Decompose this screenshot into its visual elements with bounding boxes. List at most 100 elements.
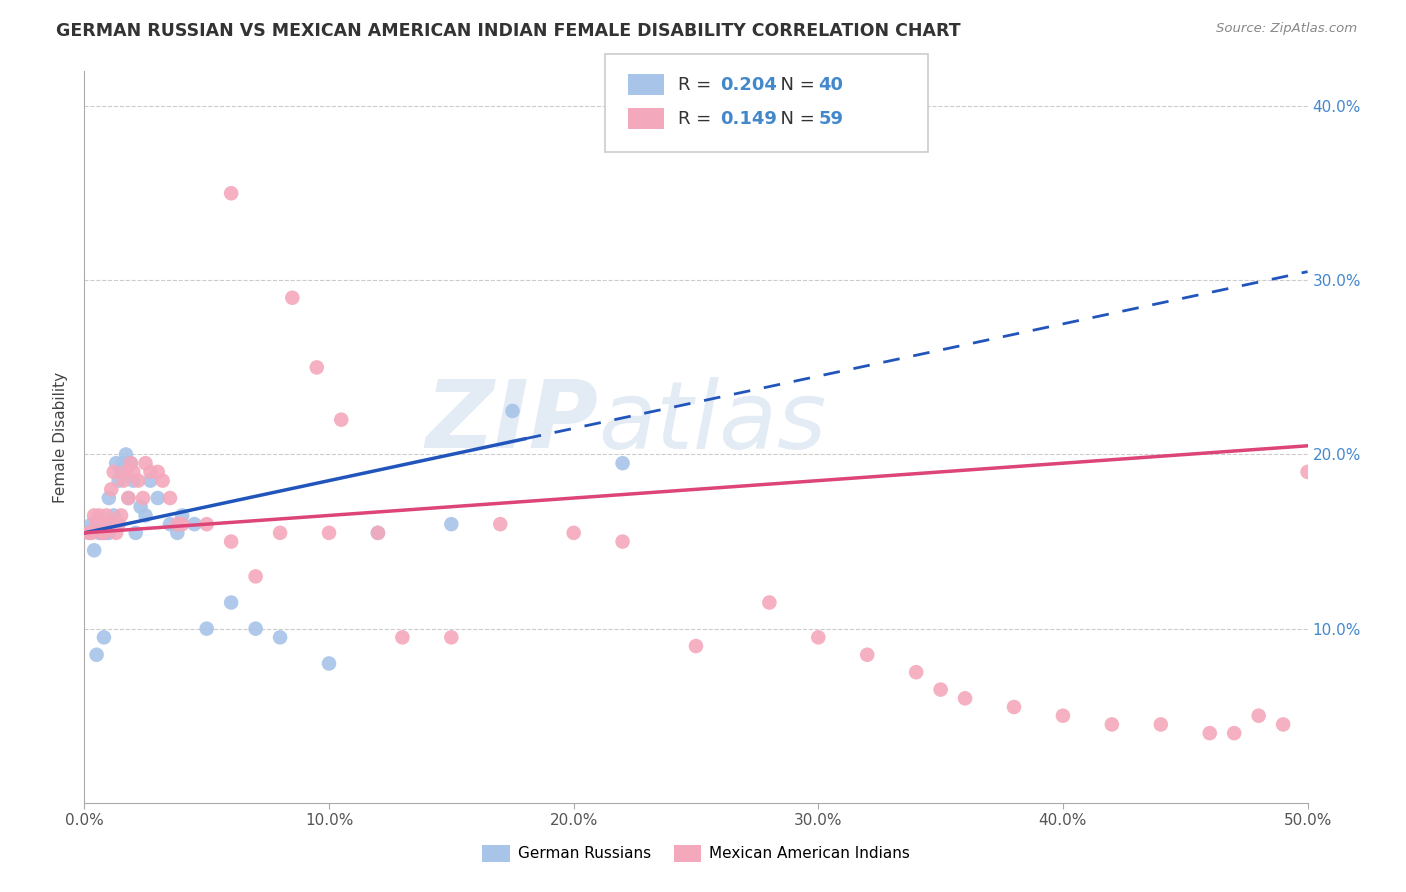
Point: [1247, 708, 1270, 723]
Point: [1272, 717, 1295, 731]
Text: Source: ZipAtlas.com: Source: ZipAtlas.com: [1216, 22, 1357, 36]
Point: [112, 474, 135, 488]
Point: [166, 517, 188, 532]
Point: [1150, 717, 1173, 731]
Point: [953, 691, 976, 706]
Point: [83, 543, 105, 558]
Point: [269, 631, 291, 645]
Point: [166, 525, 188, 540]
Point: [107, 517, 129, 532]
Point: [80, 517, 103, 532]
Point: [1101, 717, 1123, 731]
Point: [103, 508, 125, 523]
Text: ZIP: ZIP: [425, 376, 598, 468]
Point: [90, 525, 112, 540]
Point: [107, 474, 129, 488]
Point: [219, 534, 242, 549]
Point: [97, 525, 120, 540]
Text: R =: R =: [678, 110, 717, 128]
Point: [139, 465, 162, 479]
Point: [96, 508, 118, 523]
Point: [110, 465, 132, 479]
Point: [103, 465, 125, 479]
Point: [1002, 700, 1025, 714]
Point: [152, 474, 174, 488]
Point: [77, 525, 100, 540]
Point: [685, 639, 707, 653]
Point: [856, 648, 879, 662]
Point: [93, 517, 115, 532]
Point: [929, 682, 952, 697]
Point: [183, 517, 205, 532]
Legend: German Russians, Mexican American Indians: German Russians, Mexican American Indian…: [477, 838, 915, 868]
Point: [100, 483, 122, 497]
Point: [440, 517, 463, 532]
Point: [110, 508, 132, 523]
Point: [612, 456, 634, 470]
Point: [391, 631, 413, 645]
Point: [281, 291, 304, 305]
Point: [135, 456, 157, 470]
Point: [146, 491, 169, 505]
Point: [122, 474, 145, 488]
Text: N =: N =: [769, 110, 821, 128]
Point: [612, 534, 634, 549]
Point: [87, 508, 110, 523]
Point: [807, 631, 830, 645]
Point: [86, 517, 108, 532]
Point: [97, 491, 120, 505]
Point: [117, 491, 139, 505]
Text: atlas: atlas: [598, 377, 827, 468]
Point: [93, 631, 115, 645]
Point: [96, 525, 118, 540]
Point: [117, 491, 139, 505]
Text: 0.204: 0.204: [720, 76, 776, 94]
Point: [135, 508, 157, 523]
Point: [172, 517, 194, 532]
Point: [93, 525, 115, 540]
Text: R =: R =: [678, 76, 717, 94]
Point: [77, 525, 100, 540]
Point: [269, 525, 291, 540]
Point: [146, 465, 169, 479]
Point: [367, 525, 389, 540]
Point: [318, 657, 340, 671]
Point: [112, 456, 135, 470]
Text: GERMAN RUSSIAN VS MEXICAN AMERICAN INDIAN FEMALE DISABILITY CORRELATION CHART: GERMAN RUSSIAN VS MEXICAN AMERICAN INDIA…: [56, 22, 960, 40]
Text: N =: N =: [769, 76, 821, 94]
Point: [129, 500, 152, 514]
Point: [115, 448, 138, 462]
Point: [97, 517, 120, 532]
Point: [105, 525, 128, 540]
Point: [139, 474, 162, 488]
Point: [127, 474, 149, 488]
Point: [122, 465, 145, 479]
Point: [305, 360, 328, 375]
Point: [159, 517, 181, 532]
Point: [758, 595, 780, 609]
Point: [1052, 708, 1074, 723]
Point: [245, 622, 267, 636]
Point: [132, 491, 155, 505]
Point: [1296, 465, 1319, 479]
Point: [367, 525, 389, 540]
Text: 59: 59: [818, 110, 844, 128]
Point: [489, 517, 512, 532]
Point: [100, 517, 122, 532]
Point: [440, 631, 463, 645]
Text: 40: 40: [818, 76, 844, 94]
Point: [80, 525, 103, 540]
Point: [172, 508, 194, 523]
Text: 0.149: 0.149: [720, 110, 776, 128]
Point: [87, 517, 110, 532]
Point: [86, 648, 108, 662]
Point: [905, 665, 928, 680]
Point: [1223, 726, 1246, 740]
Point: [245, 569, 267, 583]
Point: [195, 517, 218, 532]
Y-axis label: Female Disability: Female Disability: [53, 371, 69, 503]
Point: [502, 404, 524, 418]
Point: [120, 456, 142, 470]
Point: [1198, 726, 1220, 740]
Point: [318, 525, 340, 540]
